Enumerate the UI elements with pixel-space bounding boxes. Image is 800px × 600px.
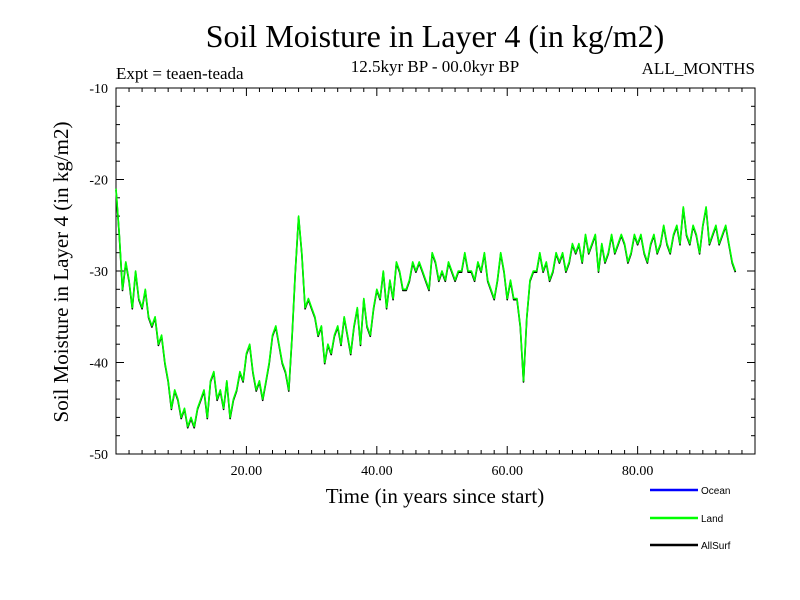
legend-label-ocean: Ocean	[701, 486, 730, 497]
x-tick-label: 80.00	[622, 464, 654, 479]
y-tick-label: -40	[89, 357, 108, 372]
x-tick-label: 20.00	[231, 464, 263, 479]
series-layer	[115, 188, 737, 429]
y-tick-label: -20	[89, 174, 108, 189]
x-tick-label: 60.00	[491, 464, 523, 479]
x-axis-label: Time (in years since start)	[326, 484, 545, 508]
plot-frame	[115, 87, 756, 455]
legend-label-allsurf: AllSurf	[701, 541, 731, 552]
chart-title: Soil Moisture in Layer 4 (in kg/m2)	[206, 18, 665, 54]
y-tick-label: -30	[89, 265, 108, 280]
legend-label-land: Land	[701, 514, 723, 525]
y-tick-label: -50	[89, 448, 108, 463]
y-tick-label: -10	[89, 82, 108, 97]
legend: Ocean Land AllSurf	[650, 486, 731, 552]
x-axis: 20.00 40.00 60.00 80.00	[128, 88, 756, 479]
y-axis-label: Soil Moisture in Layer 4 (in kg/m2)	[49, 122, 73, 423]
chart-subtitle: 12.5kyr BP - 00.0kyr BP	[351, 57, 519, 76]
x-tick-label: 40.00	[361, 464, 393, 479]
chart-experiment: Expt = teaen-teada	[116, 64, 244, 83]
y-axis: -10 -20 -30 -40 -50	[89, 82, 755, 463]
series-line-land	[115, 188, 737, 428]
chart-period: ALL_MONTHS	[642, 59, 755, 78]
